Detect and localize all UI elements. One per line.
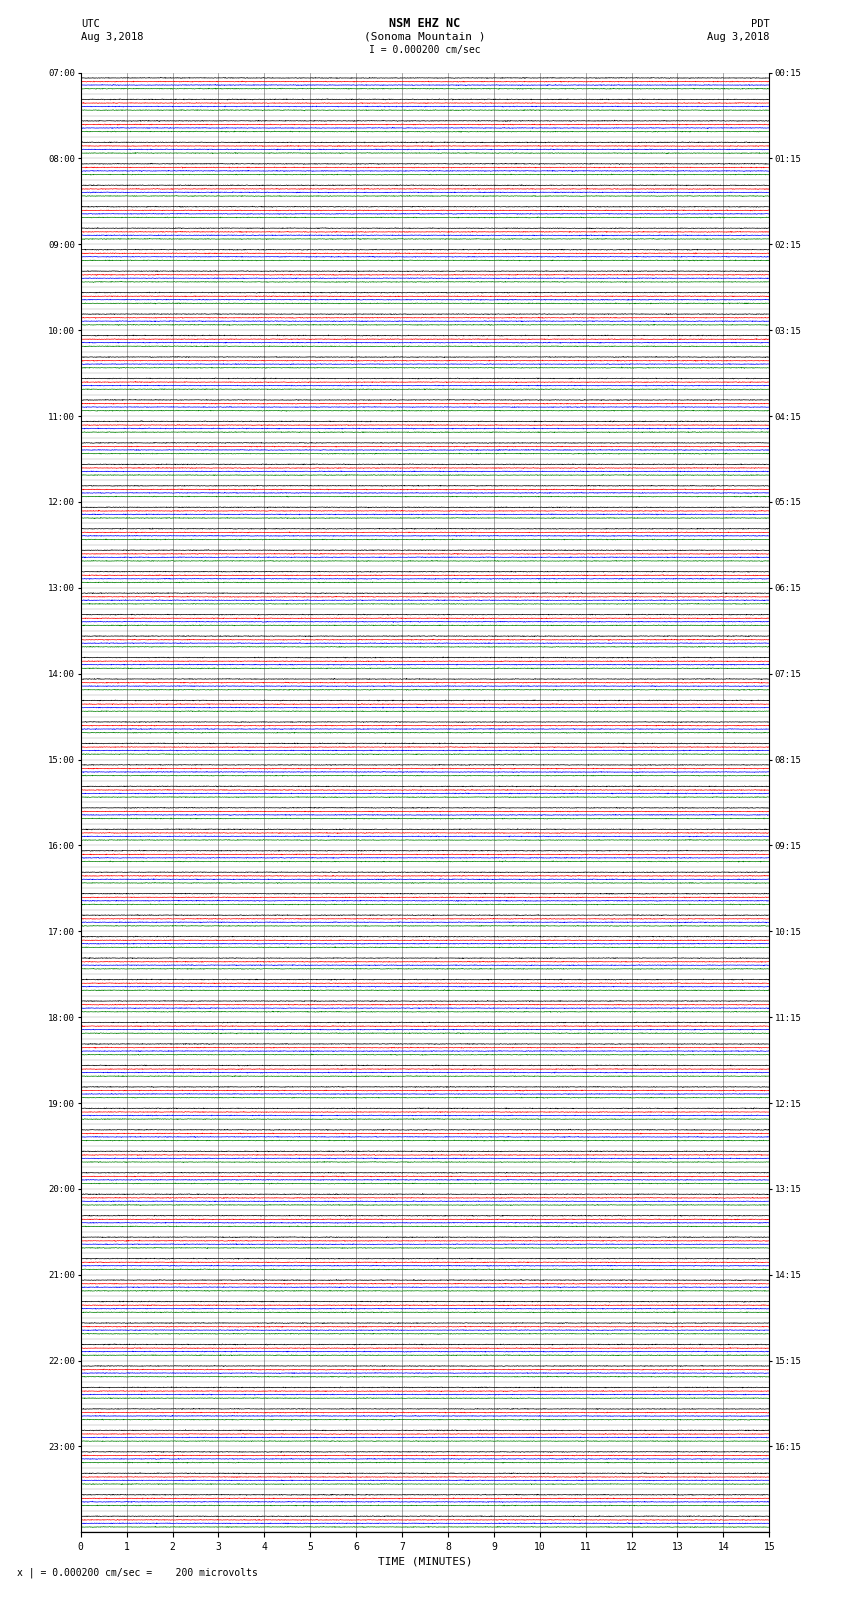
X-axis label: TIME (MINUTES): TIME (MINUTES) (377, 1557, 473, 1566)
Text: NSM EHZ NC: NSM EHZ NC (389, 16, 461, 31)
Text: (Sonoma Mountain ): (Sonoma Mountain ) (365, 32, 485, 42)
Text: x | = 0.000200 cm/sec =    200 microvolts: x | = 0.000200 cm/sec = 200 microvolts (17, 1568, 258, 1579)
Text: UTC: UTC (81, 19, 99, 29)
Text: Aug 3,2018: Aug 3,2018 (706, 32, 769, 42)
Text: Aug 3,2018: Aug 3,2018 (81, 32, 144, 42)
Text: PDT: PDT (751, 19, 769, 29)
Text: I = 0.000200 cm/sec: I = 0.000200 cm/sec (369, 45, 481, 55)
